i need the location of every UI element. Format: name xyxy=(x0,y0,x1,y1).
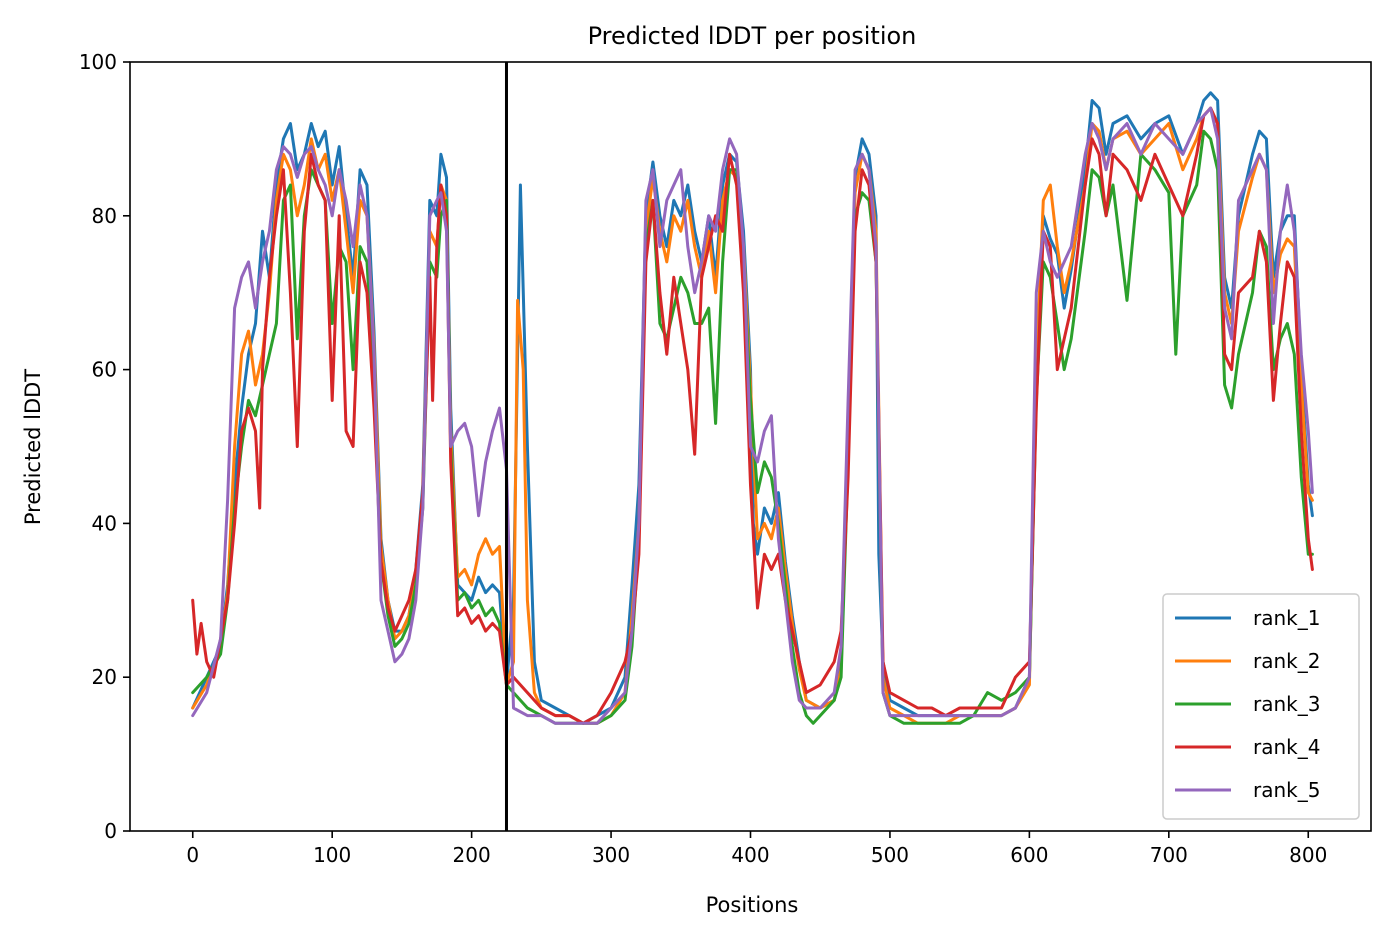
x-tick-label: 800 xyxy=(1289,843,1327,867)
legend-label: rank_2 xyxy=(1253,649,1320,673)
x-tick-label: 200 xyxy=(453,843,491,867)
y-tick-label: 100 xyxy=(79,50,117,74)
legend-label: rank_4 xyxy=(1253,735,1320,759)
x-axis-label: Positions xyxy=(706,893,799,917)
y-tick-label: 60 xyxy=(92,358,117,382)
y-tick-label: 20 xyxy=(92,665,117,689)
x-tick-label: 300 xyxy=(592,843,630,867)
series-layer xyxy=(191,62,1314,831)
chart-title: Predicted lDDT per position xyxy=(588,22,917,50)
y-axis-label: Predicted lDDT xyxy=(21,369,45,525)
y-tick-label: 80 xyxy=(92,204,117,228)
legend-label: rank_1 xyxy=(1253,606,1320,630)
series-line-rank-5 xyxy=(191,106,1314,725)
x-tick-label: 600 xyxy=(1010,843,1048,867)
series-line-rank-3 xyxy=(191,129,1314,725)
axes: 0 100 200 300 400 500 600 700 800 0 20 40 60 80 100 xyxy=(79,50,1372,867)
legend-box xyxy=(1162,593,1360,820)
y-tick-label: 0 xyxy=(104,819,117,843)
x-tick-label: 0 xyxy=(186,843,199,867)
x-tick-label: 500 xyxy=(871,843,909,867)
y-tick-label: 40 xyxy=(92,511,117,535)
x-tick-label: 100 xyxy=(313,843,351,867)
series-line-rank-4 xyxy=(191,106,1314,725)
legend-label: rank_3 xyxy=(1253,692,1320,716)
legend: rank_1 rank_2 rank_3 rank_4 rank_5 xyxy=(1162,593,1360,820)
x-tick-label: 700 xyxy=(1150,843,1188,867)
x-tick-label: 400 xyxy=(731,843,769,867)
legend-label: rank_5 xyxy=(1253,778,1320,802)
